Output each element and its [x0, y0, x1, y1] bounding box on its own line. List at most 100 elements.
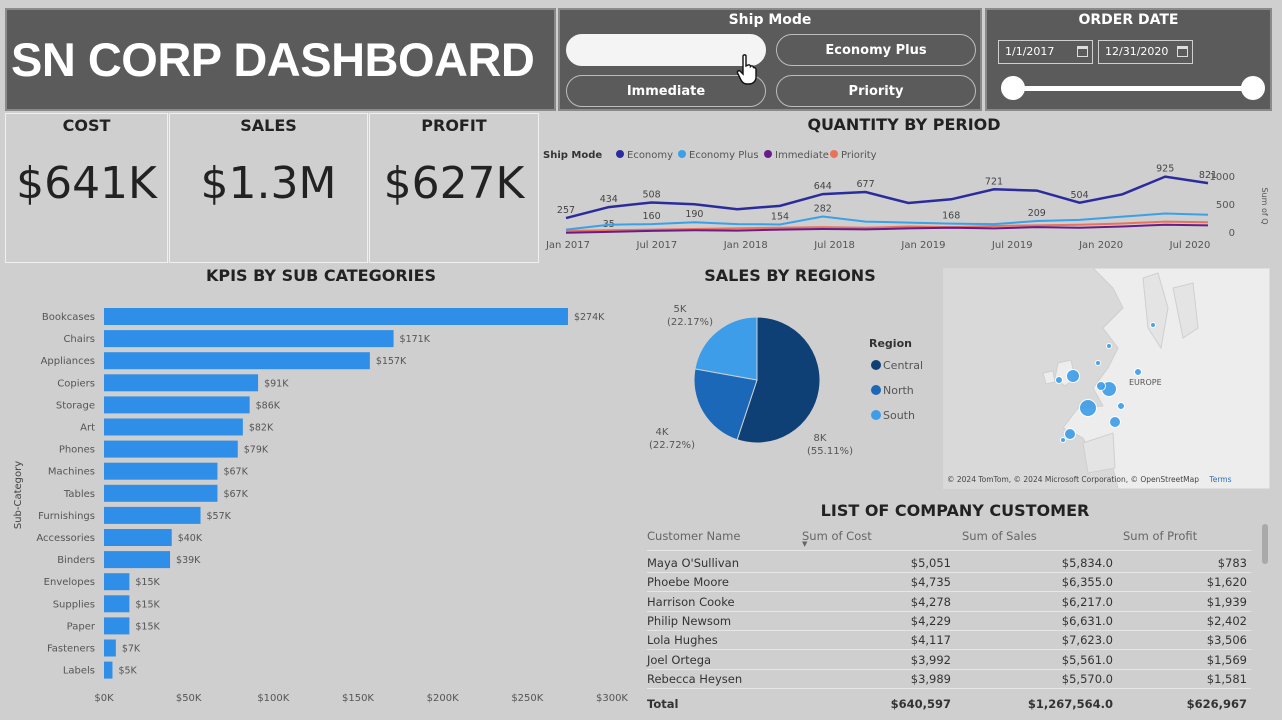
category-label: Appliances [41, 356, 95, 367]
column-header[interactable]: Sum of Sales [962, 529, 1037, 543]
x-tick-label: $300K [596, 693, 628, 704]
bar-appliances[interactable] [104, 352, 370, 370]
start-date-value: 1/1/2017 [1005, 45, 1055, 58]
y-axis-label: Sub-Category [13, 461, 24, 529]
region-pie-chart[interactable]: 8K (55.11%) 4K (22.72%) 5K (22.17%) Region Cent… [640, 290, 940, 470]
bar-furnishings[interactable] [104, 506, 201, 524]
table-cell: $640,597 [890, 697, 951, 711]
slice-value-label: 5K [674, 304, 687, 315]
date-slider-end-handle[interactable] [1241, 76, 1265, 100]
table-cell: $3,992 [910, 652, 951, 667]
legend-entry[interactable]: Economy Plus [689, 150, 759, 161]
end-date-input[interactable]: 12/31/2020 [1098, 40, 1193, 64]
map-bubble[interactable] [1079, 399, 1097, 417]
table-row[interactable]: Joel Ortega $3,992 $5,561.0 $1,569 [647, 651, 1251, 670]
bar-binders[interactable] [104, 551, 171, 569]
bar-paper[interactable] [104, 617, 130, 635]
bar-fasteners[interactable] [104, 639, 116, 657]
legend-marker-0 [616, 150, 624, 158]
column-header[interactable]: Customer Name [647, 529, 741, 543]
series-line-immediate[interactable] [565, 223, 1209, 234]
bar-value-label: $67K [223, 467, 248, 478]
row-divider [647, 610, 1251, 612]
table-cell: $5,570.0 [1061, 671, 1113, 686]
table-total-row[interactable]: Total $640,597 $1,267,564.0 $626,967 [647, 695, 1251, 714]
table-cell: $5,834.0 [1061, 556, 1113, 570]
column-header[interactable]: Sum of Profit [1123, 529, 1198, 543]
bar-copiers[interactable] [104, 374, 259, 392]
table-cell: $5,051 [910, 556, 951, 570]
region-map[interactable]: EUROPE © 2024 TomTom, © 2024 Microsoft C… [943, 268, 1270, 489]
pie-slice-south[interactable] [694, 316, 758, 381]
sub-category-bar-chart[interactable]: Bookcases $274K Chairs $171K Appliances $157K… [5, 290, 637, 710]
map-bubble[interactable] [1117, 402, 1125, 410]
table-scrollbar[interactable] [1262, 524, 1268, 564]
table-cell: $3,506 [1206, 633, 1247, 648]
pie-slice-central[interactable] [736, 316, 821, 444]
series-line-priority[interactable] [565, 220, 1209, 232]
legend-entry[interactable]: North [883, 384, 914, 397]
map-bubble[interactable] [1134, 368, 1142, 376]
bar-phones[interactable] [104, 440, 238, 458]
table-cell: $1,267,564.0 [1027, 697, 1113, 711]
quantity-line-chart[interactable]: Ship Mode Economy Economy Plus Immediate Pri… [540, 138, 1275, 260]
map-terms-link[interactable]: Terms [1209, 475, 1232, 484]
date-slider-start-handle[interactable] [1001, 76, 1025, 100]
row-divider [647, 668, 1251, 670]
table-header: Customer Name Sum of Cost Sum of Sales Sum … [647, 527, 1251, 548]
slice-percent-label: (22.72%) [649, 440, 695, 451]
map-bubble[interactable] [1066, 369, 1080, 383]
ship-mode-option-priority[interactable]: Priority [776, 75, 976, 107]
bar-envelopes[interactable] [104, 573, 130, 591]
map-bubble[interactable] [1095, 360, 1101, 366]
bar-machines[interactable] [104, 462, 218, 480]
category-label: Tables [63, 489, 95, 500]
bar-tables[interactable] [104, 484, 218, 502]
start-date-input[interactable]: 1/1/2017 [998, 40, 1093, 64]
bar-storage[interactable] [104, 396, 250, 414]
map-bubble[interactable] [1060, 437, 1066, 443]
table-row[interactable]: Philip Newsom $4,229 $6,631.0 $2,402 [647, 612, 1251, 631]
bar-labels[interactable] [104, 661, 113, 679]
map-bubble[interactable] [1055, 376, 1063, 384]
legend-entry[interactable]: Priority [841, 150, 877, 161]
date-range-slider[interactable] [1013, 86, 1253, 91]
calendar-icon[interactable] [1077, 46, 1088, 57]
bar-accessories[interactable] [104, 529, 172, 546]
ship-mode-option-immediate[interactable]: Immediate [566, 75, 766, 107]
map-bubble[interactable] [1064, 428, 1076, 440]
table-row[interactable]: Phoebe Moore $4,735 $6,355.0 $1,620 [647, 573, 1251, 592]
table-row[interactable]: Lola Hughes $4,117 $7,623.0 $3,506 [647, 631, 1251, 650]
pie-slice-north[interactable] [693, 368, 758, 441]
legend-entry[interactable]: Immediate [775, 150, 829, 161]
bar-art[interactable] [104, 418, 243, 436]
slice-value-label: 4K [656, 427, 669, 438]
bar-supplies[interactable] [104, 595, 130, 613]
bar-value-label: $67K [223, 489, 248, 500]
series-line-economy[interactable] [565, 175, 1209, 220]
ship-mode-option-economy-plus[interactable]: Economy Plus [776, 34, 976, 66]
table-row[interactable]: Harrison Cooke $4,278 $6,217.0 $1,939 [647, 593, 1251, 612]
bar-value-label: $57K [207, 511, 232, 522]
map-bubble[interactable] [1150, 322, 1156, 328]
legend-entry[interactable]: Economy [627, 150, 673, 161]
calendar-icon[interactable] [1177, 46, 1188, 57]
table-cell: $6,217.0 [1061, 594, 1113, 609]
map-bubble[interactable] [1106, 343, 1112, 349]
bar-chairs[interactable] [104, 330, 394, 348]
map-bubble[interactable] [1096, 381, 1106, 391]
bar-value-label: $15K [135, 621, 160, 632]
ship-mode-option-economy[interactable]: Economy [566, 34, 766, 66]
bar-bookcases[interactable] [104, 308, 568, 325]
map-bubble[interactable] [1109, 416, 1121, 428]
bar-value-label: $82K [249, 423, 274, 434]
legend-entry[interactable]: Central [883, 359, 923, 372]
table-cell: $4,278 [910, 594, 951, 609]
table-row[interactable]: Maya O'Sullivan $5,051 $5,834.0 $783 [647, 554, 1251, 573]
sort-descending-icon[interactable]: ▼ [802, 540, 808, 548]
legend-entry[interactable]: South [883, 409, 915, 422]
column-header[interactable]: Sum of Cost [802, 529, 872, 543]
kpi-cost-value: $641K [16, 158, 157, 209]
table-row[interactable]: Rebecca Heysen $3,989 $5,570.0 $1,581 [647, 670, 1251, 689]
series-line-economy-plus[interactable] [565, 212, 1209, 231]
